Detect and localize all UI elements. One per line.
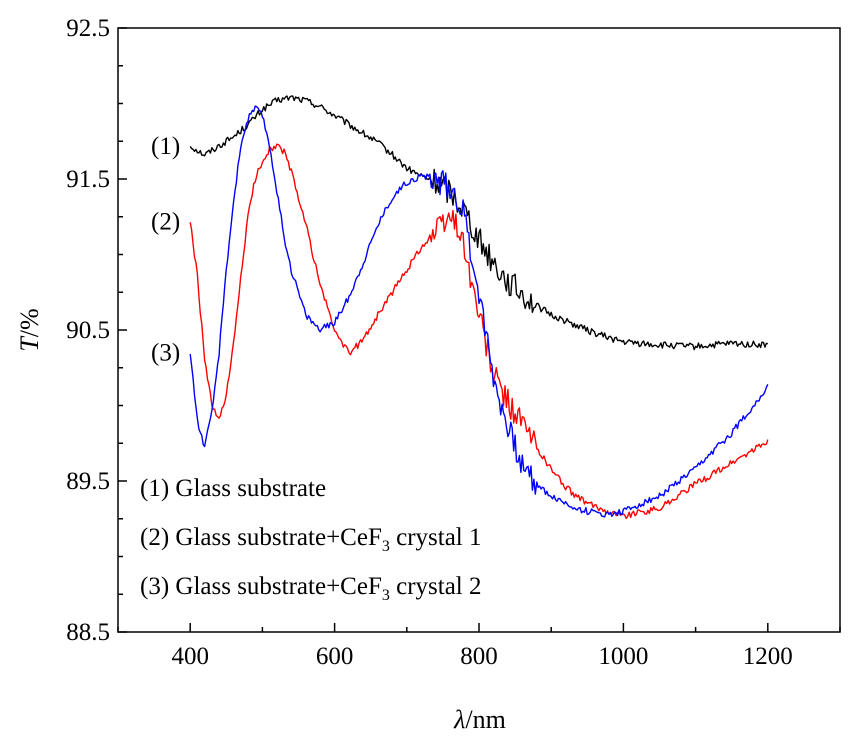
- series-line-2: [189, 143, 769, 520]
- legend-entry-2-suffix: crystal 1: [390, 524, 482, 551]
- series-label-2: (2): [151, 208, 180, 235]
- x-tick-label: 1200: [743, 643, 793, 670]
- y-axis-symbol: T: [15, 336, 44, 352]
- x-tick-label: 600: [316, 643, 354, 670]
- y-tick-label: 90.5: [66, 317, 110, 344]
- x-tick-label: 800: [460, 643, 498, 670]
- legend-entry-3-suffix: crystal 2: [390, 573, 482, 600]
- series-line-3: [189, 105, 769, 518]
- y-tick-label: 89.5: [66, 468, 110, 495]
- y-tick-label: 92.5: [66, 15, 110, 42]
- y-tick-label: 91.5: [66, 166, 110, 193]
- legend-entry-2-text: (2) Glass substrate+CeF: [140, 524, 382, 551]
- legend: (1) Glass substrate (2) Glass substrate+…: [140, 475, 482, 604]
- x-tick-label: 400: [171, 643, 209, 670]
- x-axis-symbol: λ: [453, 705, 465, 734]
- series-line-1: [189, 95, 769, 351]
- legend-entry-3: (3) Glass substrate+CeF3 crystal 2: [140, 573, 482, 604]
- x-axis-unit: /nm: [465, 705, 505, 734]
- legend-entry-3-subscript: 3: [382, 587, 390, 604]
- axis-tick-labels: 400 600 800 1000 1200 88.5 89.5 90.5 91.5 92.5: [66, 15, 793, 670]
- axis-ticks: [117, 27, 841, 633]
- legend-entry-3-text: (3) Glass substrate+CeF: [140, 573, 382, 600]
- legend-entry-1-text: (1) Glass substrate: [140, 475, 326, 502]
- legend-entry-2: (2) Glass substrate+CeF3 crystal 1: [140, 524, 482, 555]
- legend-entry-2-subscript: 3: [382, 538, 390, 555]
- series-layer: [189, 95, 769, 520]
- y-tick-label: 88.5: [66, 619, 110, 646]
- series-label-1: (1): [151, 133, 180, 160]
- y-axis-label: T/%: [15, 308, 44, 351]
- series-labels: (1) (2) (3): [151, 133, 180, 367]
- y-axis-unit: /%: [15, 308, 44, 337]
- x-tick-label: 1000: [598, 643, 648, 670]
- series-label-3: (3): [151, 340, 180, 367]
- x-axis-label: λ/nm: [453, 705, 506, 734]
- legend-entry-1: (1) Glass substrate: [140, 475, 326, 502]
